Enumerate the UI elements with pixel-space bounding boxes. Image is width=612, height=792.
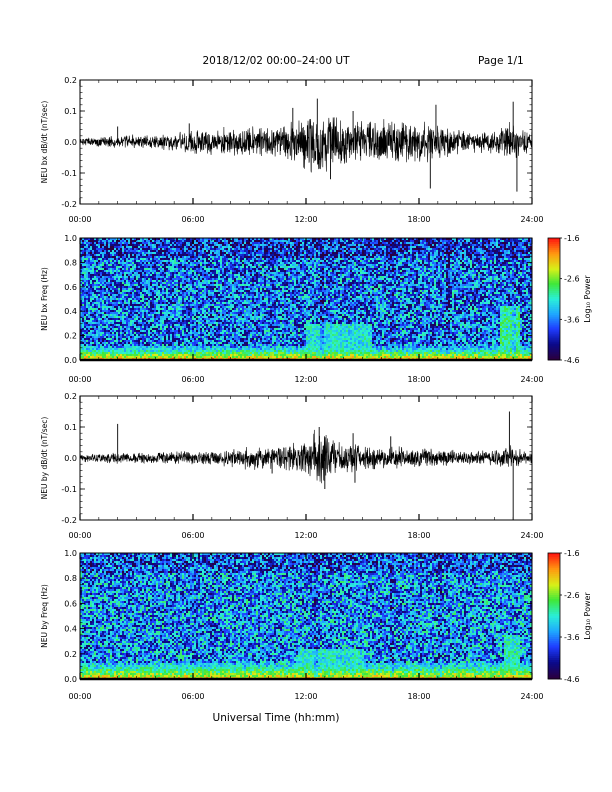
x-tick-label: 00:00 <box>68 215 91 224</box>
y-tick-label: 0.2 <box>64 76 77 85</box>
x-tick-label: 18:00 <box>407 215 430 224</box>
x-tick-label: 06:00 <box>181 375 204 384</box>
y-tick-label: -0.2 <box>61 516 77 525</box>
x-tick-label: 06:00 <box>181 692 204 701</box>
y-tick-label: 0.4 <box>64 307 77 316</box>
x-tick-label: 00:00 <box>68 375 91 384</box>
chart-title: 2018/12/02 00:00–24:00 UT <box>202 55 350 67</box>
y-axis-label: NEU bx Freq (Hz) <box>40 267 49 331</box>
y-tick-label: 0.0 <box>64 138 77 147</box>
y-tick-label: 0.2 <box>64 392 77 401</box>
colorbar-label: Log₁₀ Power <box>583 275 592 323</box>
y-tick-label: -0.1 <box>61 169 77 178</box>
y-tick-label: -0.1 <box>61 485 77 494</box>
colorbar-tick-label: -1.6 <box>564 549 580 558</box>
y-tick-label: 0.0 <box>64 356 77 365</box>
colorbar-tick-label: -4.6 <box>564 356 580 365</box>
y-axis-label: NEU bx dB/dt (nT/sec) <box>40 101 49 184</box>
x-tick-label: 12:00 <box>294 375 317 384</box>
x-tick-label: 18:00 <box>407 692 430 701</box>
colorbar: -1.6 -2.6 -3.6 -4.6 Log₁₀ Power <box>548 234 592 365</box>
panel-1: 0.2 0.1 0.0 -0.1 -0.2 00:00 06:00 12:00 18:00 24:… <box>40 76 544 224</box>
x-tick-label: 24:00 <box>520 375 543 384</box>
x-tick-label: 00:00 <box>68 692 91 701</box>
panel-2: -1.6 -2.6 -3.6 -4.6 Log₁₀ Power 1.0 0.8 0.6 0.4 0… <box>40 234 592 384</box>
x-tick-label: 18:00 <box>407 531 430 540</box>
x-tick-label: 06:00 <box>181 531 204 540</box>
y-tick-label: 1.0 <box>64 549 77 558</box>
x-tick-label: 06:00 <box>181 215 204 224</box>
x-tick-label: 12:00 <box>294 531 317 540</box>
y-axis-label: NEU by dB/dt (nT/sec) <box>40 417 49 500</box>
page-indicator: Page 1/1 <box>478 55 524 67</box>
colorbar-tick-label: -4.6 <box>564 675 580 684</box>
y-tick-label: -0.2 <box>61 200 77 209</box>
colorbar-tick-label: -1.6 <box>564 234 580 243</box>
x-tick-label: 24:00 <box>520 215 543 224</box>
x-tick-label: 24:00 <box>520 692 543 701</box>
colorbar-label: Log₁₀ Power <box>583 592 592 640</box>
x-tick-label: 12:00 <box>294 215 317 224</box>
colorbar: -1.6 -2.6 -3.6 -4.6 Log₁₀ Power <box>548 549 592 684</box>
y-tick-label: 0.8 <box>64 258 77 267</box>
colorbar-tick-label: -2.6 <box>564 275 580 284</box>
y-tick-label: 1.0 <box>64 234 77 243</box>
y-tick-label: 0.8 <box>64 574 77 583</box>
panels: 0.2 0.1 0.0 -0.1 -0.2 00:00 06:00 12:00 18:00 24:… <box>40 76 592 701</box>
y-tick-label: 0.0 <box>64 675 77 684</box>
y-tick-label: 0.4 <box>64 625 77 634</box>
x-tick-label: 00:00 <box>68 531 91 540</box>
colorbar-tick-label: -3.6 <box>564 633 580 642</box>
colorbar-tick-label: -3.6 <box>564 315 580 324</box>
x-tick-label: 12:00 <box>294 692 317 701</box>
spectrogram <box>80 238 532 360</box>
data-series <box>80 430 532 483</box>
y-tick-label: 0.6 <box>64 599 77 608</box>
y-tick-label: 0.2 <box>64 650 77 659</box>
panel-4: -1.6 -2.6 -3.6 -4.6 Log₁₀ Power 1.0 0.8 0.6 0.4 0… <box>40 549 592 701</box>
spectrogram <box>80 553 532 679</box>
y-axis-label: NEU by Freq (Hz) <box>40 584 49 648</box>
x-tick-label: 18:00 <box>407 375 430 384</box>
y-tick-label: 0.2 <box>64 332 77 341</box>
panel-3: 0.2 0.1 0.0 -0.1 -0.2 00:00 06:00 12:00 18:00 24:… <box>40 392 544 540</box>
x-tick-label: 24:00 <box>520 531 543 540</box>
y-tick-label: 0.6 <box>64 283 77 292</box>
y-tick-label: 0.1 <box>64 423 77 432</box>
y-tick-label: 0.0 <box>64 454 77 463</box>
y-tick-label: 0.1 <box>64 107 77 116</box>
colorbar-tick-label: -2.6 <box>564 591 580 600</box>
data-series <box>80 117 532 172</box>
x-axis-title: Universal Time (hh:mm) <box>213 712 340 724</box>
